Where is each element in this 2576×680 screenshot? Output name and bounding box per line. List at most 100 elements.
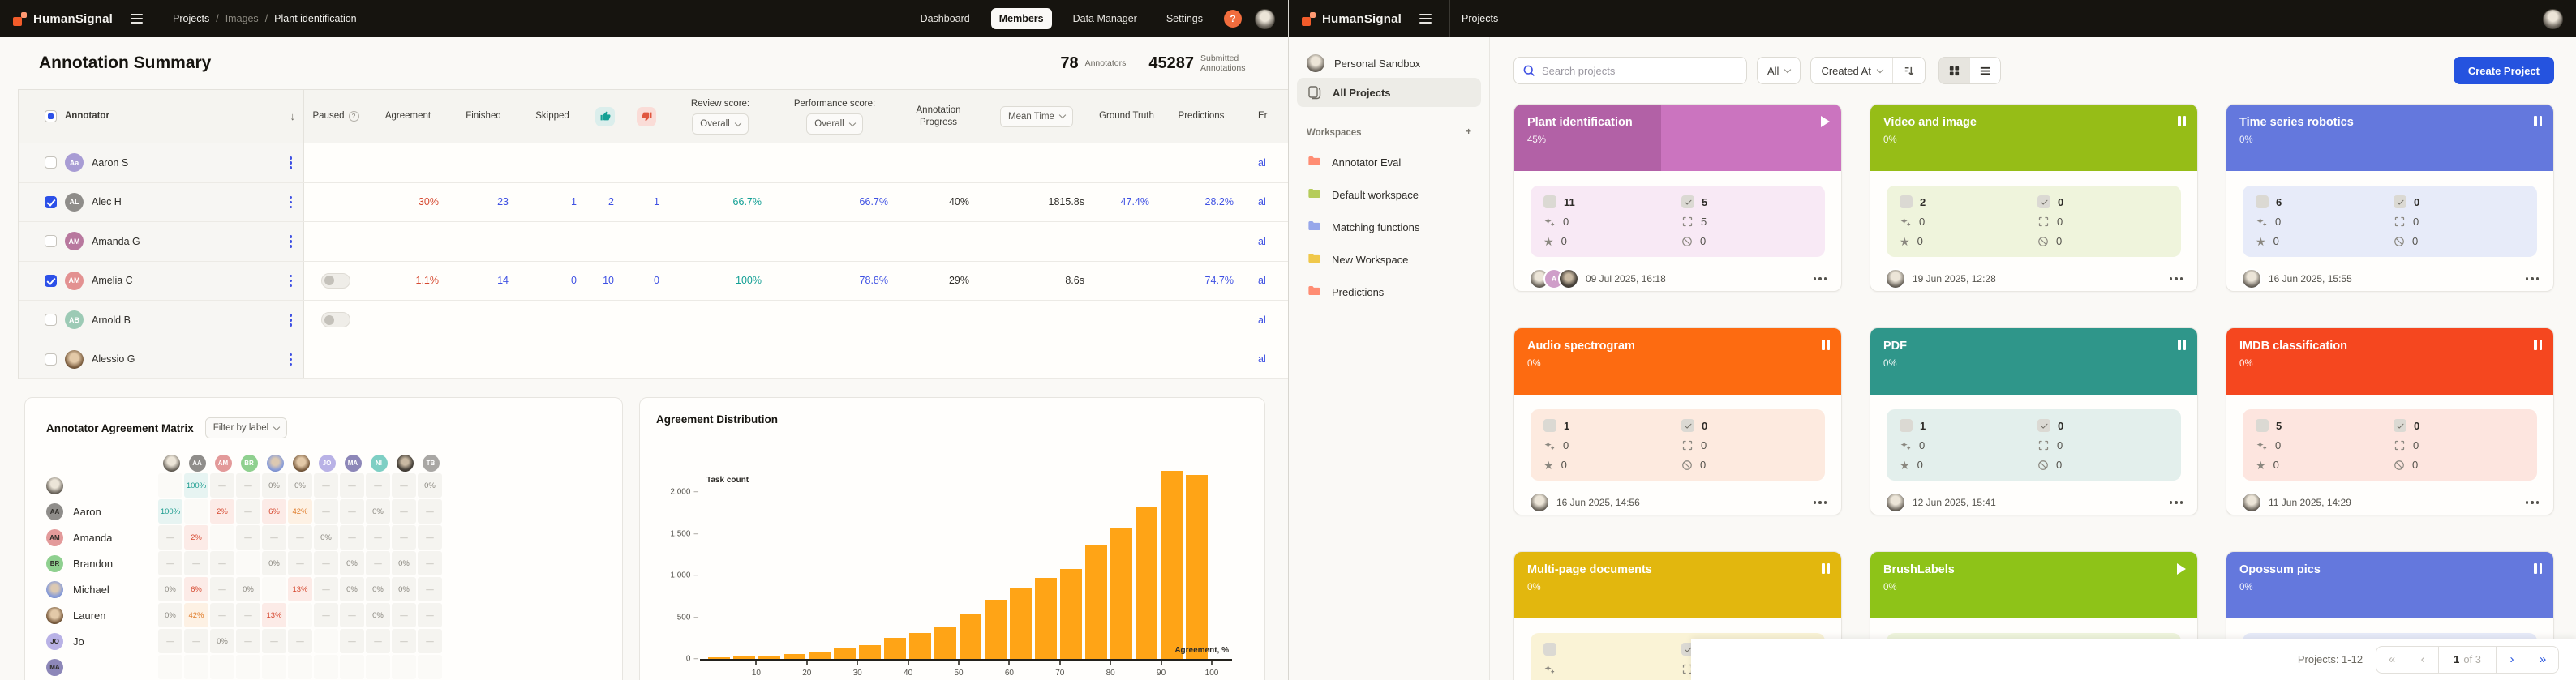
project-card-time-series-robotics[interactable]: Time series robotics 0% 6 0 0 0 ★ 0 0 16 Jun 2025… xyxy=(2226,104,2554,292)
matrix-cell: — xyxy=(340,499,364,524)
pause-icon[interactable] xyxy=(2178,340,2186,350)
annotations-count: 45287 xyxy=(1148,53,1194,72)
performance-overall-select[interactable]: Overall xyxy=(806,113,863,135)
help-button[interactable]: ? xyxy=(1224,10,1242,28)
next-page-button[interactable]: › xyxy=(2509,652,2514,666)
cell-down xyxy=(624,222,669,261)
project-menu-button[interactable] xyxy=(2169,277,2183,280)
play-icon[interactable] xyxy=(1821,116,1830,127)
row-menu-button[interactable] xyxy=(289,353,292,366)
row-checkbox[interactable] xyxy=(45,274,57,287)
paused-toggle[interactable] xyxy=(321,312,350,328)
sidebar-item-personal-sandbox[interactable]: Personal Sandbox xyxy=(1297,49,1481,78)
search-input[interactable] xyxy=(1542,64,1738,77)
column-header-label: Ground Truth xyxy=(1099,111,1154,122)
project-card-header: Opossum pics 0% xyxy=(2226,552,2553,618)
grid-view-button[interactable] xyxy=(1938,58,1969,83)
sort-direction-button[interactable] xyxy=(1891,58,1925,83)
sidebar-item-matching-functions[interactable]: Matching functions xyxy=(1297,211,1481,243)
tab-dashboard[interactable]: Dashboard xyxy=(920,13,970,24)
row-menu-button[interactable] xyxy=(289,274,292,287)
pause-icon[interactable] xyxy=(2534,340,2542,350)
sidebar-item-predictions[interactable]: Predictions xyxy=(1297,276,1481,308)
row-checkbox[interactable] xyxy=(45,314,57,327)
sort-by-select[interactable]: Created At xyxy=(1811,58,1891,83)
search-box[interactable] xyxy=(1513,57,1747,84)
add-workspace-button[interactable]: + xyxy=(1466,127,1471,138)
project-card-header: Video and image 0% xyxy=(1870,105,2197,171)
matrix-cell: — xyxy=(210,551,234,575)
sidebar-item-all-projects[interactable]: All Projects xyxy=(1297,78,1481,107)
paused-toggle[interactable] xyxy=(321,272,350,289)
x-tick-mark xyxy=(907,661,909,665)
project-card-pdf[interactable]: PDF 0% 1 0 0 0 ★ 0 0 12 Jun 2025, 15:41 xyxy=(1870,327,2198,515)
project-menu-button[interactable] xyxy=(1813,501,1827,504)
prev-page-button[interactable]: ‹ xyxy=(2420,652,2425,666)
project-title: Video and image xyxy=(1883,116,1977,129)
hamburger-menu-icon[interactable] xyxy=(131,14,144,24)
breadcrumb-projects[interactable]: Projects xyxy=(173,13,210,24)
pause-icon[interactable] xyxy=(1822,340,1830,350)
breadcrumb-images[interactable]: Images xyxy=(225,13,259,24)
column-header-agreement: Agreement xyxy=(367,90,449,143)
filter-all-select[interactable]: All xyxy=(1757,57,1801,84)
row-menu-button[interactable] xyxy=(289,156,292,169)
project-menu-button[interactable] xyxy=(2525,277,2539,280)
row-checkbox[interactable] xyxy=(45,156,57,169)
row-link[interactable]: al xyxy=(1258,196,1266,208)
project-card-header: Time series robotics 0% xyxy=(2226,105,2553,171)
matrix-cell: — xyxy=(366,473,390,498)
row-link[interactable]: al xyxy=(1258,314,1266,326)
pause-icon[interactable] xyxy=(2534,563,2542,574)
row-checkbox[interactable] xyxy=(45,235,57,248)
sort-arrow-icon[interactable]: ↓ xyxy=(290,110,296,122)
breadcrumb-separator: / xyxy=(264,13,268,24)
filter-by-label-select[interactable]: Filter by label xyxy=(204,417,288,438)
pause-icon[interactable] xyxy=(2534,116,2542,126)
project-card-video-and-image[interactable]: Video and image 0% 2 0 0 0 ★ 0 0 19 Jun 2025, 12:… xyxy=(1870,104,2198,292)
project-card-footer: 11 Jun 2025, 14:29 xyxy=(2241,492,2539,513)
row-link[interactable]: al xyxy=(1258,235,1266,247)
annotator-avatar: AA xyxy=(46,503,63,520)
project-card-imdb-classification[interactable]: IMDB classification 0% 5 0 0 0 ★ 0 0 11 Jun 2025,… xyxy=(2226,327,2554,515)
row-menu-button[interactable] xyxy=(289,235,292,248)
matrix-cell: 0% xyxy=(340,577,364,601)
row-link[interactable]: al xyxy=(1258,275,1266,287)
grid-view-icon xyxy=(1949,66,1960,75)
project-card-plant-identification[interactable]: Plant identification 45% 11 5 0 5 ★ 0 0 A 09 Jul 2… xyxy=(1513,104,1842,292)
first-page-button[interactable]: « xyxy=(2388,652,2396,666)
tab-members[interactable]: Members xyxy=(990,8,1052,29)
pause-icon[interactable] xyxy=(1822,563,1830,574)
completed-icon xyxy=(2037,195,2050,208)
project-menu-button[interactable] xyxy=(2525,501,2539,504)
tab-settings[interactable]: Settings xyxy=(1166,13,1203,24)
sidebar-item-new-workspace[interactable]: New Workspace xyxy=(1297,243,1481,276)
user-avatar[interactable] xyxy=(1255,8,1275,29)
select-all-checkbox[interactable] xyxy=(45,110,57,122)
last-page-button[interactable]: » xyxy=(2539,652,2547,666)
create-project-button[interactable]: Create Project xyxy=(2453,57,2554,84)
hamburger-menu-icon[interactable] xyxy=(1419,14,1432,24)
user-avatar[interactable] xyxy=(2543,8,2563,29)
row-checkbox[interactable] xyxy=(45,195,57,208)
row-link[interactable]: al xyxy=(1258,353,1266,366)
row-menu-button[interactable] xyxy=(289,195,292,208)
sidebar-item-default-workspace[interactable]: Default workspace xyxy=(1297,178,1481,211)
stat-ground-truth: ★ 0 xyxy=(1543,234,1567,248)
play-icon[interactable] xyxy=(2177,563,2186,575)
table-header-row: Annotator ↓ Paused? Agreement Finished Skippe… xyxy=(19,90,1288,143)
list-view-icon xyxy=(1980,66,1990,75)
pause-icon[interactable] xyxy=(2178,116,2186,126)
project-menu-button[interactable] xyxy=(1813,277,1827,280)
row-link[interactable]: al xyxy=(1258,156,1266,169)
list-view-button[interactable] xyxy=(1968,58,2000,83)
project-menu-button[interactable] xyxy=(2169,501,2183,504)
project-card-audio-spectrogram[interactable]: Audio spectrogram 0% 1 0 0 0 ★ 0 0 16 Jun 2025, 1… xyxy=(1513,327,1842,515)
mean-time-select[interactable]: Mean Time xyxy=(1000,105,1073,127)
row-checkbox[interactable] xyxy=(45,353,57,366)
tab-data-manager[interactable]: Data Manager xyxy=(1072,13,1137,24)
matrix-cell: — xyxy=(314,499,338,524)
row-menu-button[interactable] xyxy=(289,314,292,327)
sidebar-item-annotator-eval[interactable]: Annotator Eval xyxy=(1297,146,1481,178)
review-overall-select[interactable]: Overall xyxy=(692,113,749,135)
